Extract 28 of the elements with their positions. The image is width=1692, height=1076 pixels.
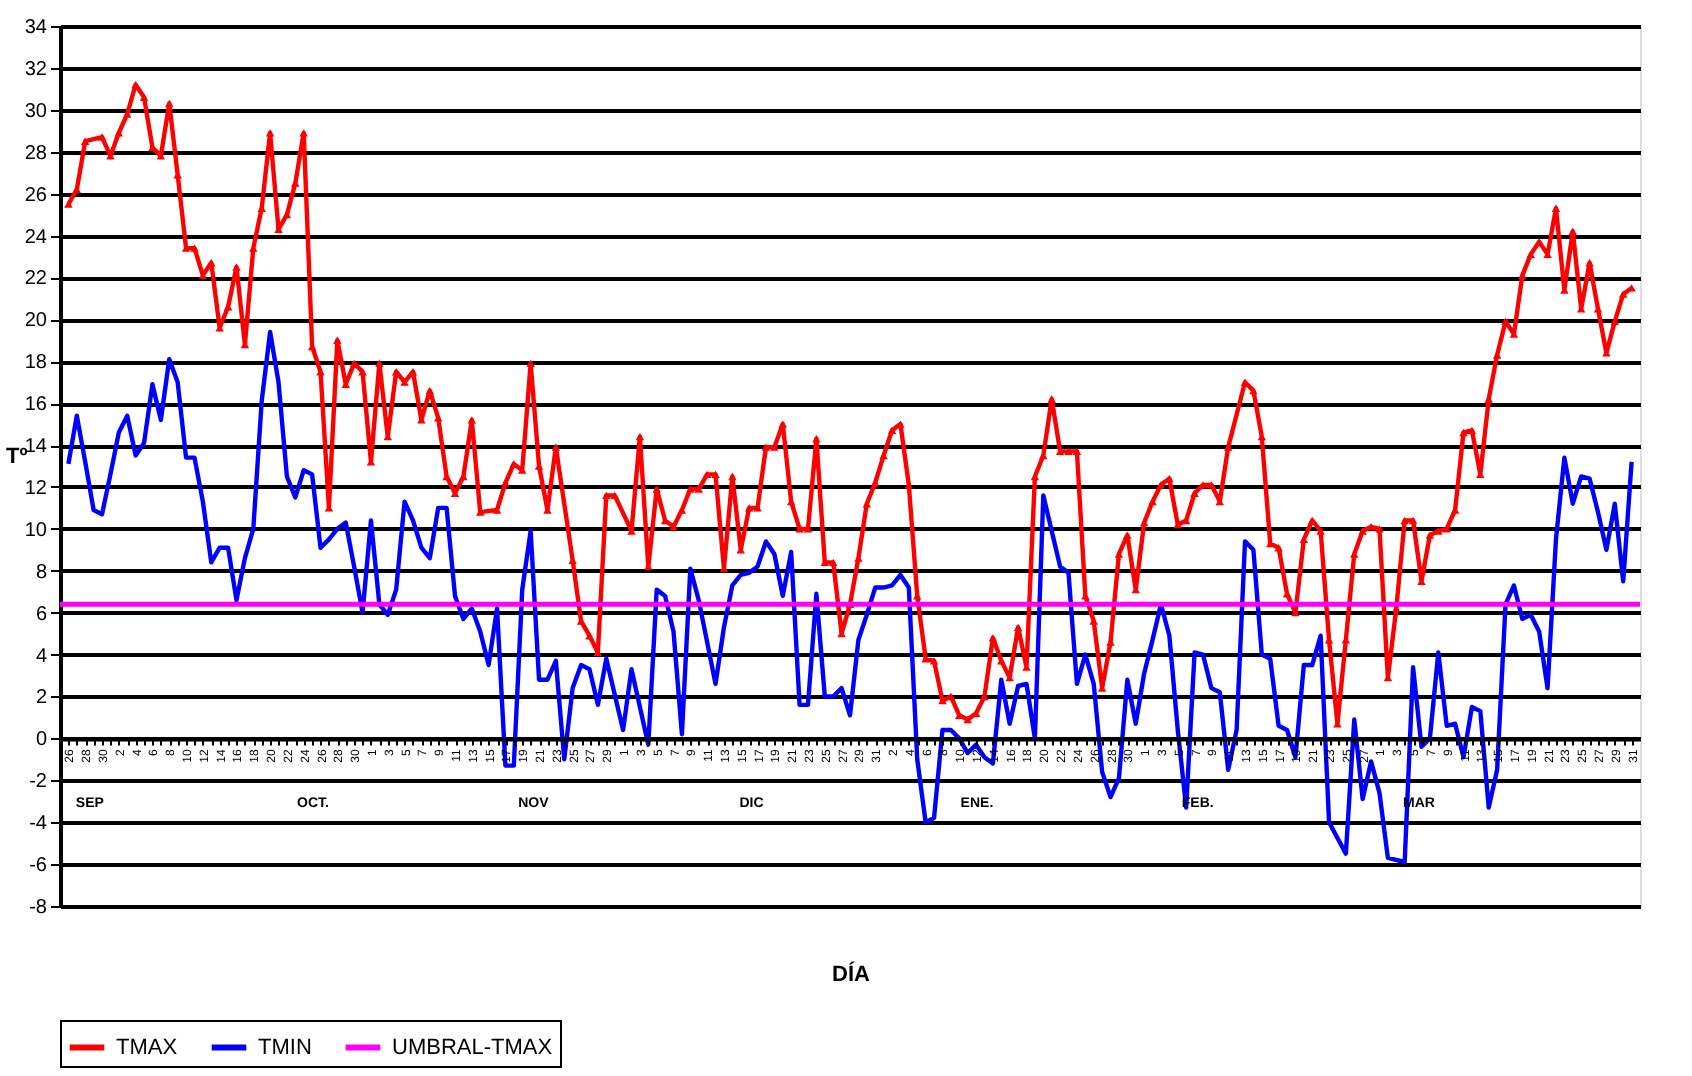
legend-label: TMAX — [116, 1035, 179, 1060]
y-tick-label: -2 — [29, 771, 48, 794]
y-tick-label: 30 — [24, 100, 48, 123]
y-tick-label: 8 — [35, 561, 48, 584]
y-axis-title: Tº — [6, 445, 28, 469]
y-tick-label: 14 — [24, 436, 48, 459]
y-tick-label: 16 — [24, 394, 48, 417]
y-tick-label: 6 — [35, 603, 48, 626]
y-tick-label: -6 — [29, 855, 48, 878]
y-tick-label: 18 — [24, 352, 48, 375]
line-series — [66, 329, 1634, 865]
legend-label: TMIN — [258, 1035, 312, 1060]
y-tick-label: 24 — [24, 226, 48, 249]
y-tick-label: -4 — [29, 813, 48, 836]
y-tick-label: -8 — [29, 897, 48, 919]
y-tick-label: 2 — [35, 687, 48, 710]
y-tick-label: 22 — [24, 268, 48, 291]
y-tick-label: 10 — [24, 519, 48, 542]
y-tick-label: 0 — [35, 729, 48, 752]
legend-label: UMBRAL-TMAX — [392, 1035, 554, 1060]
y-tick-label: 26 — [24, 184, 48, 207]
y-tick-label: 32 — [24, 58, 48, 81]
y-tick-label: 4 — [35, 645, 48, 668]
x-axis-title: DÍA — [832, 961, 871, 987]
y-tick-label: 12 — [24, 477, 48, 500]
y-tick-label: 34 — [24, 17, 48, 39]
y-tick-label: 28 — [24, 142, 48, 165]
y-tick-label: 20 — [24, 310, 48, 333]
